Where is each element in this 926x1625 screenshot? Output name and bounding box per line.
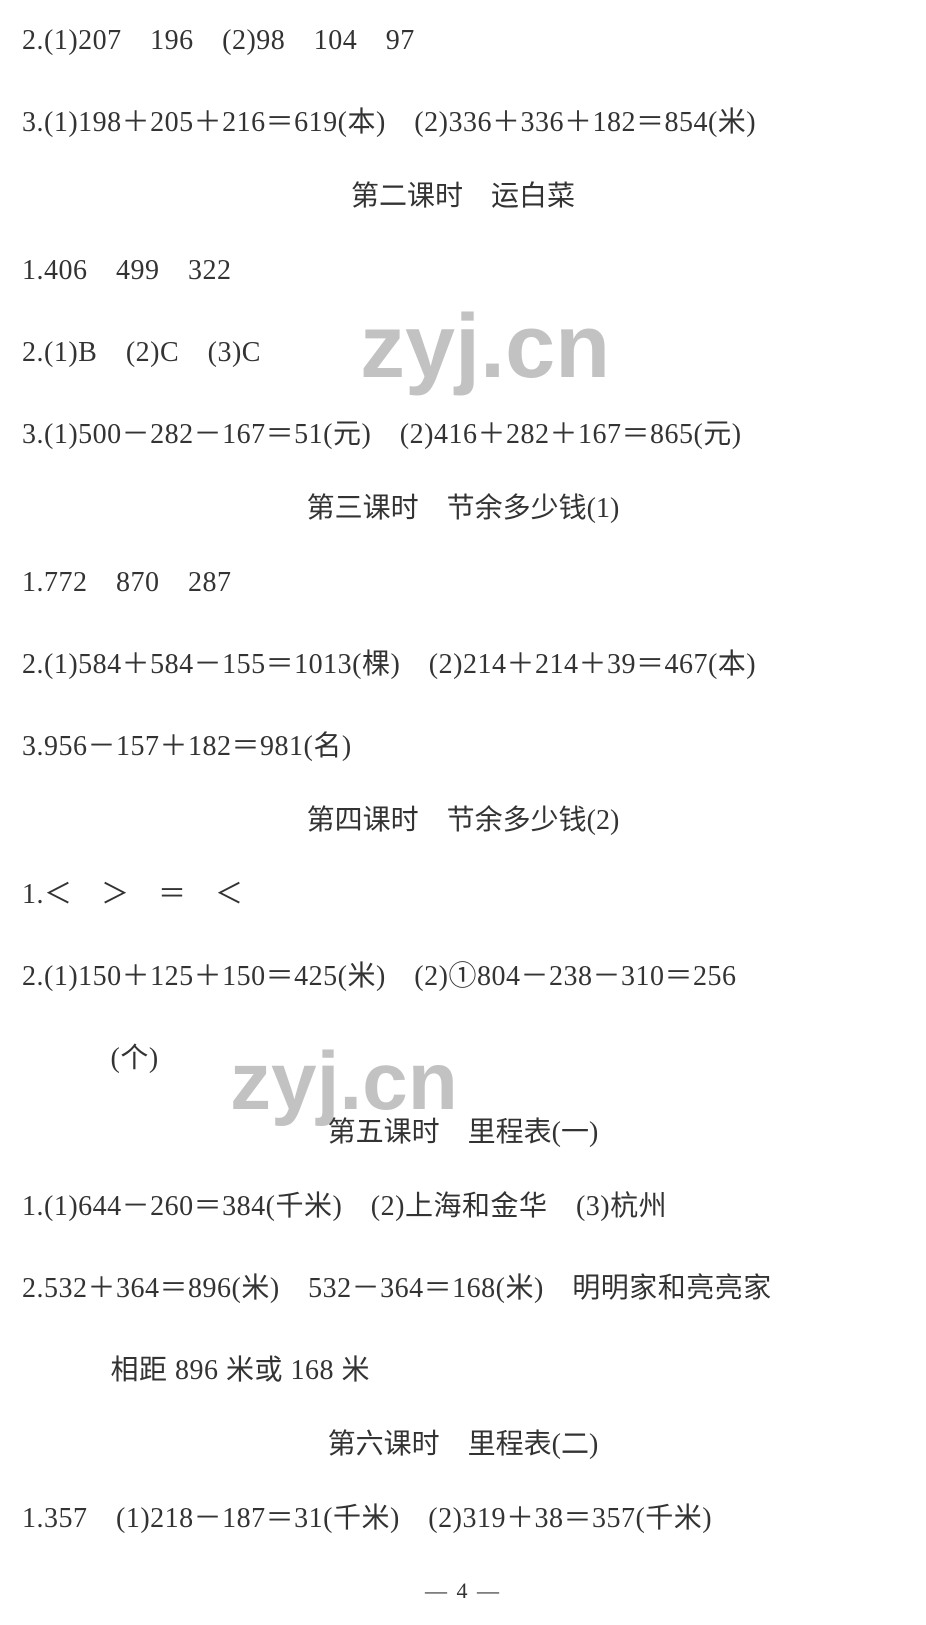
section-2-line-1: 1.772 870 287 [0,542,926,624]
section-heading-4: 第五课时 里程表(一) [0,1100,926,1166]
section-4-line-3: 相距 896 米或 168 米 [0,1330,926,1412]
section-3-line-2: 2.(1)150＋125＋150＝425(米) (2)①804－238－310＝… [0,936,926,1018]
section-5-line-1: 1.357 (1)218－187＝31(千米) (2)319＋38＝357(千米… [0,1478,926,1560]
section-heading-5: 第六课时 里程表(二) [0,1412,926,1478]
page-number: — 4 — [0,1560,926,1625]
page-number-text: — 4 — [425,1578,501,1603]
section-3-line-1: 1.＜ ＞ ＝ ＜ [0,854,926,936]
section-heading-1: 第二课时 运白菜 [0,164,926,230]
section-1-line-2: 2.(1)B (2)C (3)C [0,312,926,394]
top-line-2: 3.(1)198＋205＋216＝619(本) (2)336＋336＋182＝8… [0,82,926,164]
section-4-line-1: 1.(1)644－260＝384(千米) (2)上海和金华 (3)杭州 [0,1166,926,1248]
section-1-line-3: 3.(1)500－282－167＝51(元) (2)416＋282＋167＝86… [0,394,926,476]
section-1-line-1: 1.406 499 322 [0,230,926,312]
section-heading-2: 第三课时 节余多少钱(1) [0,476,926,542]
section-4-line-2: 2.532＋364＝896(米) 532－364＝168(米) 明明家和亮亮家 [0,1248,926,1330]
section-3-line-3: (个) [0,1018,926,1100]
section-2-line-3: 3.956－157＋182＝981(名) [0,706,926,788]
top-line-1: 2.(1)207 196 (2)98 104 97 [0,0,926,82]
section-2-line-2: 2.(1)584＋584－155＝1013(棵) (2)214＋214＋39＝4… [0,624,926,706]
section-heading-3: 第四课时 节余多少钱(2) [0,788,926,854]
